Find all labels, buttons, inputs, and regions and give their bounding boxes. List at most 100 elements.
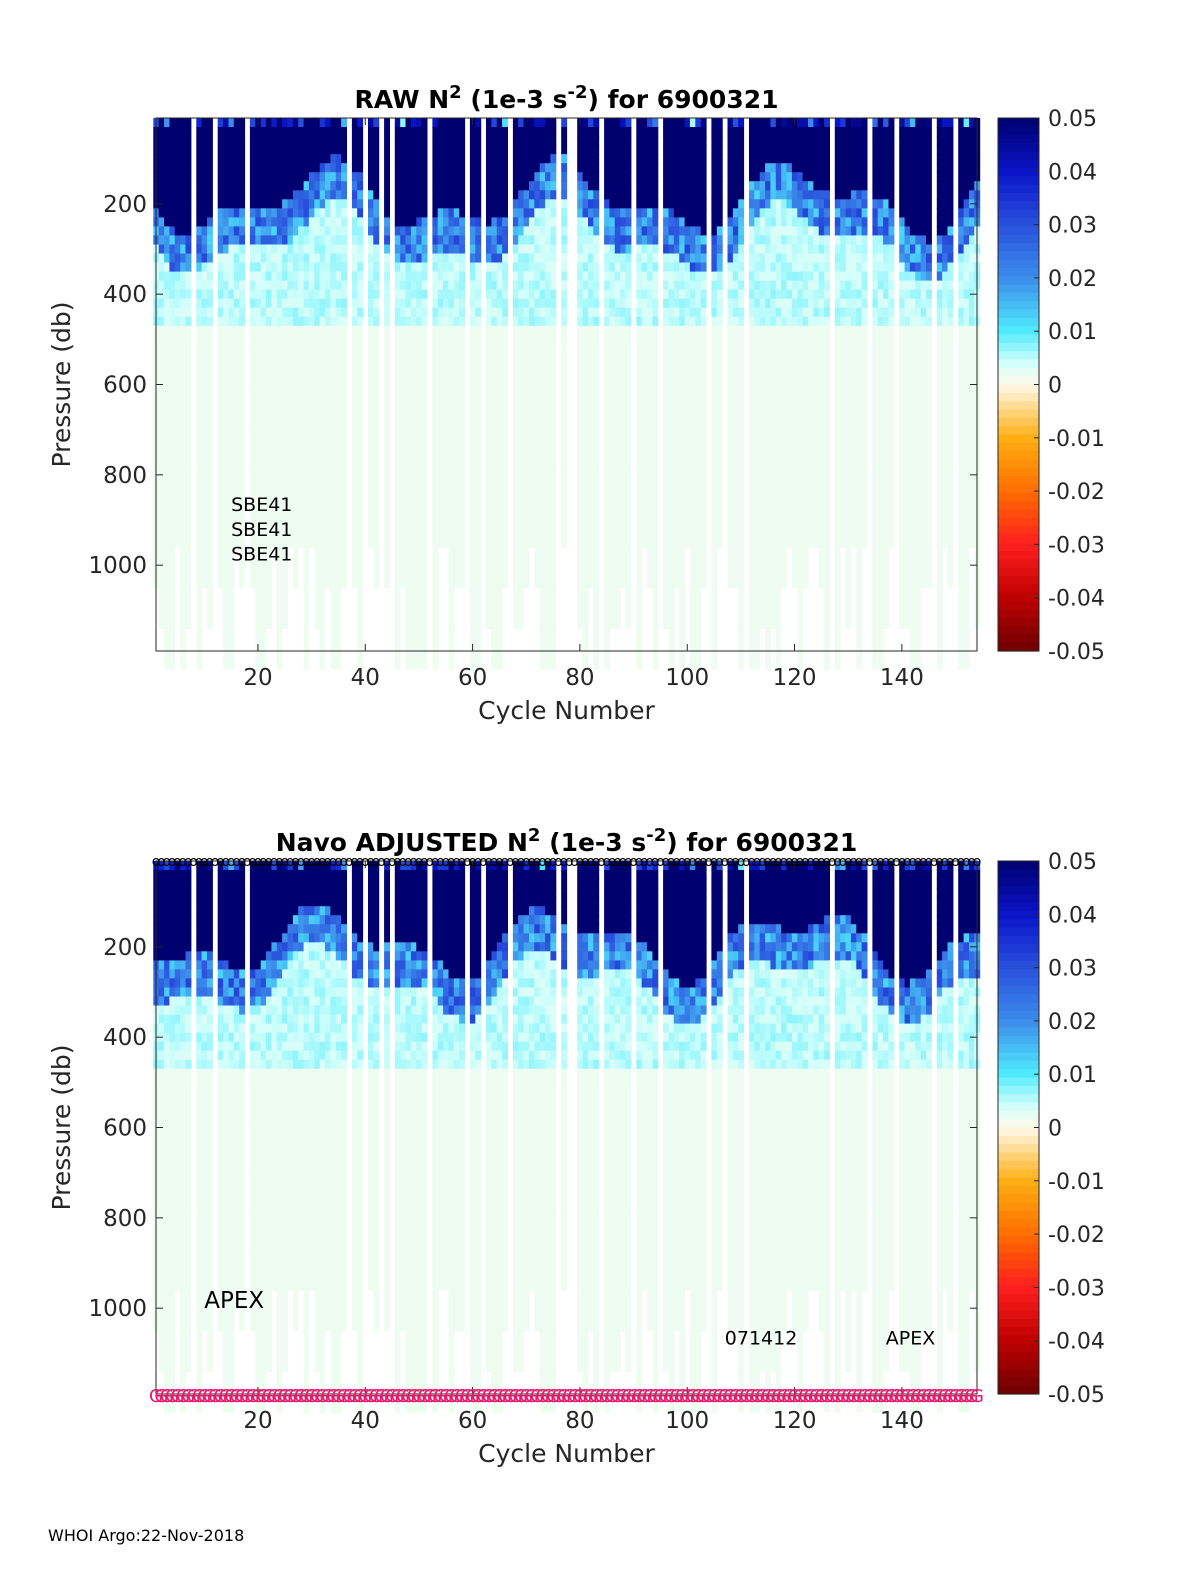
- heatmap-cell: [260, 154, 267, 164]
- heatmap-cell: [861, 190, 868, 200]
- heatmap-cell: [883, 425, 889, 467]
- heatmap-cell: [158, 1077, 165, 1088]
- heatmap-cell: [249, 1077, 256, 1088]
- heatmap-cell: [314, 217, 321, 227]
- heatmap-cell: [512, 136, 519, 146]
- heatmap-cell: [663, 208, 669, 218]
- heatmap-cell: [223, 145, 229, 155]
- heatmap-cell: [207, 244, 213, 255]
- heatmap-cell: [486, 154, 492, 164]
- heatmap-cell: [620, 343, 627, 386]
- heatmap-cell: [759, 199, 766, 209]
- heatmap-cell: [373, 118, 380, 128]
- heatmap-cell: [689, 208, 696, 218]
- heatmap-cell: [314, 325, 321, 336]
- heatmap-cell: [260, 1249, 267, 1291]
- heatmap-cell: [502, 181, 508, 191]
- heatmap-cell: [207, 1249, 213, 1291]
- heatmap-cell: [207, 870, 213, 880]
- heatmap-cell: [271, 506, 278, 548]
- heatmap-cell: [239, 244, 246, 255]
- heatmap-cell: [877, 226, 884, 236]
- heatmap-cell: [185, 325, 192, 336]
- heatmap-cell: [749, 190, 755, 200]
- heatmap-cell: [308, 181, 315, 191]
- heatmap-cell: [207, 226, 213, 236]
- heatmap-cell: [239, 181, 246, 191]
- heatmap-cell: [496, 547, 503, 589]
- heatmap-cell: [840, 325, 847, 336]
- heatmap-cell: [663, 307, 669, 318]
- heatmap-cell: [491, 118, 498, 128]
- heatmap-cell: [797, 384, 804, 426]
- heatmap-cell: [384, 343, 390, 386]
- heatmap-cell: [335, 235, 342, 245]
- heatmap-cell: [845, 172, 852, 182]
- heatmap-cell: [373, 190, 380, 200]
- heatmap-cell: [249, 136, 256, 146]
- heatmap-cell: [915, 298, 922, 309]
- heatmap-cell: [292, 1127, 299, 1169]
- heatmap-cell: [282, 960, 288, 970]
- heatmap-cell: [164, 933, 170, 943]
- heatmap-cell: [276, 888, 283, 898]
- heatmap-cell: [727, 181, 734, 191]
- heatmap-cell: [239, 547, 246, 589]
- heatmap-cell: [164, 118, 170, 128]
- heatmap-cell: [335, 343, 342, 386]
- heatmap-cell: [314, 384, 321, 426]
- heatmap-cell: [840, 154, 847, 164]
- heatmap-cell: [330, 506, 337, 548]
- heatmap-cell: [738, 425, 745, 467]
- heatmap-cell: [260, 1208, 267, 1251]
- heatmap-cell: [201, 897, 208, 907]
- heatmap-cell: [926, 384, 932, 426]
- heatmap-cell: [169, 127, 176, 137]
- heatmap-cell: [791, 289, 798, 300]
- heatmap-cell: [341, 154, 347, 164]
- heatmap-cell: [711, 271, 718, 282]
- heatmap-cell: [271, 1041, 278, 1052]
- heatmap-cell: [373, 244, 380, 255]
- heatmap-cell: [888, 334, 895, 345]
- heatmap-cell: [308, 425, 315, 467]
- heatmap-cell: [684, 271, 691, 282]
- heatmap-cell: [443, 465, 449, 508]
- heatmap-cell: [834, 181, 841, 191]
- heatmap-cell: [534, 136, 541, 146]
- heatmap-cell: [770, 425, 777, 467]
- heatmap-cell: [158, 1249, 165, 1291]
- heatmap-cell: [754, 145, 761, 155]
- heatmap-cell: [759, 154, 766, 164]
- heatmap-cell: [249, 924, 256, 934]
- heatmap-cell: [834, 253, 841, 264]
- heatmap-cell: [518, 172, 525, 182]
- heatmap-cell: [233, 951, 240, 961]
- heatmap-cell: [716, 280, 723, 291]
- heatmap-cell: [824, 118, 830, 128]
- heatmap-cell: [276, 253, 283, 264]
- heatmap-cell: [201, 879, 208, 889]
- heatmap-cell: [239, 226, 246, 236]
- heatmap-cell: [749, 235, 755, 245]
- colorbar-tick-label: 0: [1048, 374, 1062, 399]
- heatmap-cell: [593, 181, 600, 191]
- heatmap-cell: [909, 289, 916, 300]
- heatmap-cell: [899, 199, 906, 209]
- heatmap-cell: [797, 316, 804, 327]
- heatmap-cell: [534, 280, 541, 291]
- heatmap-cell: [700, 181, 707, 191]
- heatmap-cell: [818, 343, 825, 386]
- heatmap-cell: [920, 280, 927, 291]
- heatmap-cell: [727, 325, 734, 336]
- heatmap-cell: [695, 307, 702, 318]
- heatmap-cell: [872, 145, 879, 155]
- heatmap-cell: [663, 298, 669, 309]
- heatmap-cell: [217, 271, 224, 282]
- heatmap-cell: [330, 325, 337, 336]
- heatmap-cell: [185, 253, 192, 264]
- heatmap-cell: [164, 1208, 170, 1251]
- heatmap-cell: [850, 163, 857, 173]
- heatmap-cell: [276, 906, 283, 916]
- heatmap-cell: [207, 384, 213, 426]
